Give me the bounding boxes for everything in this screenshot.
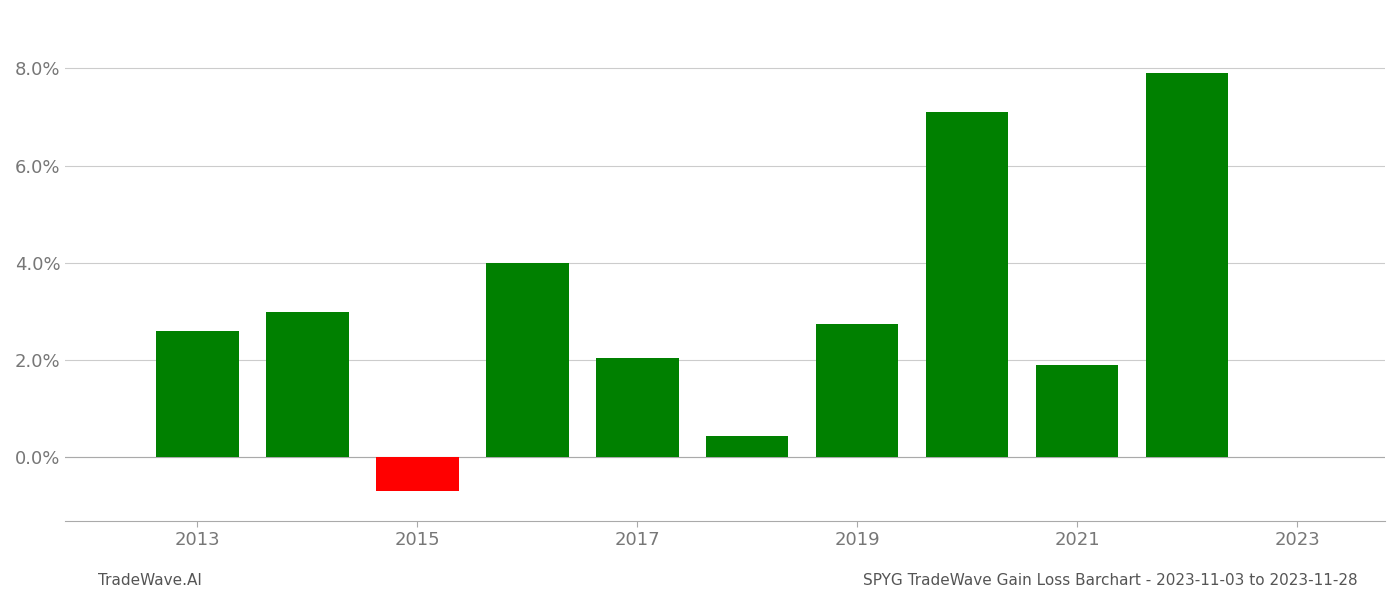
Bar <box>1145 73 1228 457</box>
Bar <box>486 263 568 457</box>
Bar <box>266 311 349 457</box>
Text: SPYG TradeWave Gain Loss Barchart - 2023-11-03 to 2023-11-28: SPYG TradeWave Gain Loss Barchart - 2023… <box>864 573 1358 588</box>
Bar <box>377 457 459 491</box>
Bar <box>816 323 899 457</box>
Bar <box>925 112 1008 457</box>
Bar <box>157 331 238 457</box>
Text: TradeWave.AI: TradeWave.AI <box>98 573 202 588</box>
Bar <box>706 436 788 457</box>
Bar <box>1036 365 1119 457</box>
Bar <box>596 358 679 457</box>
